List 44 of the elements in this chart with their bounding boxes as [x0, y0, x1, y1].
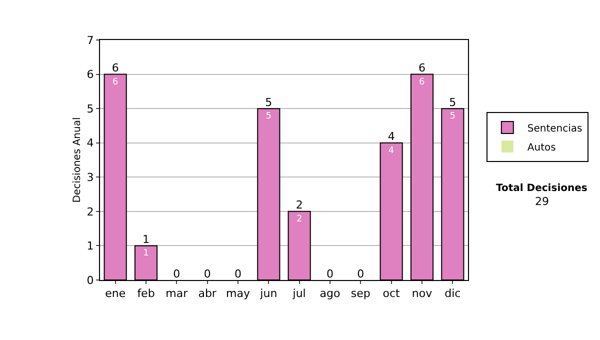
- data-label: 6: [419, 77, 425, 88]
- total-label: 4: [388, 130, 395, 144]
- x-tick-label: oct: [382, 287, 401, 300]
- data-label: 5: [450, 112, 456, 122]
- total-label: 2: [296, 198, 303, 212]
- y-tick-label: 2: [86, 205, 94, 218]
- y-tick-label: 0: [86, 274, 94, 287]
- y-tick-label: 5: [86, 102, 94, 116]
- x-tick-label: mar: [166, 287, 188, 300]
- x-tick-label: feb: [137, 287, 155, 300]
- total-label: 0: [234, 267, 242, 280]
- x-tick-label: sep: [350, 287, 370, 300]
- legend-label: Autos: [527, 142, 556, 154]
- x-tick-label: abr: [198, 287, 217, 300]
- text: 29: [535, 195, 549, 208]
- total-label: 6: [112, 62, 119, 75]
- total-label: 0: [357, 267, 364, 280]
- x-tick-label: may: [226, 287, 250, 300]
- y-tick-label: 3: [86, 170, 94, 184]
- total-label: 5: [449, 96, 456, 109]
- y-tick-label: 4: [86, 136, 94, 150]
- y-axis-title: Decisiones Anual: [72, 117, 83, 203]
- total-label: 5: [265, 96, 272, 109]
- total-label: 0: [204, 267, 211, 280]
- text: Total Decisiones: [496, 183, 588, 194]
- data-label: 5: [266, 112, 272, 122]
- y-tick-label: 1: [86, 240, 94, 253]
- x-tick-label: jun: [259, 287, 278, 300]
- x-tick-label: ago: [320, 287, 340, 300]
- legend-label: Sentencias: [527, 123, 582, 134]
- x-tick-label: dic: [444, 287, 461, 300]
- data-label: 4: [388, 146, 394, 156]
- data-label: 2: [296, 214, 302, 224]
- x-tick-label: jul: [292, 287, 306, 300]
- x-tick-label: ene: [105, 287, 126, 300]
- y-tick-label: 6: [86, 68, 94, 82]
- data-label: 1: [143, 248, 149, 259]
- y-tick-label: 7: [86, 34, 94, 47]
- x-tick-label: nov: [412, 287, 433, 300]
- total-label: 0: [326, 267, 334, 280]
- total-label: 0: [173, 267, 180, 280]
- total-label: 1: [142, 232, 150, 246]
- data-label: 6: [112, 77, 118, 88]
- total-label: 6: [418, 62, 426, 75]
